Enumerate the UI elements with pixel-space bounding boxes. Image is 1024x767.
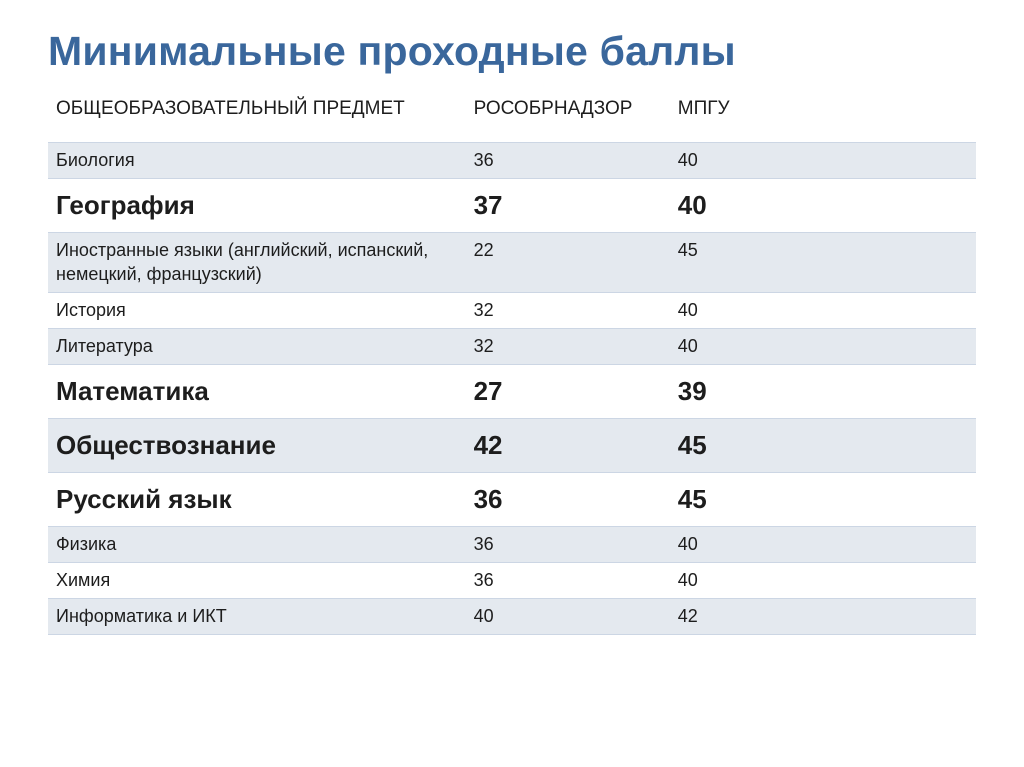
cell-subject: Обществознание xyxy=(48,418,466,472)
cell-subject: Иностранные языки (английский, испанский… xyxy=(48,233,466,292)
cell-mpgu: 42 xyxy=(670,599,976,635)
cell-subject: География xyxy=(48,179,466,233)
table-row: История3240 xyxy=(48,292,976,328)
table-row: Химия3640 xyxy=(48,563,976,599)
cell-rosobr: 36 xyxy=(466,473,670,527)
cell-mpgu: 39 xyxy=(670,364,976,418)
cell-mpgu: 40 xyxy=(670,563,976,599)
cell-mpgu: 45 xyxy=(670,233,976,292)
cell-mpgu: 45 xyxy=(670,418,976,472)
cell-subject: Химия xyxy=(48,563,466,599)
cell-subject: Русский язык xyxy=(48,473,466,527)
cell-rosobr: 40 xyxy=(466,599,670,635)
cell-mpgu: 40 xyxy=(670,328,976,364)
cell-rosobr: 42 xyxy=(466,418,670,472)
cell-rosobr: 32 xyxy=(466,292,670,328)
cell-mpgu: 45 xyxy=(670,473,976,527)
cell-mpgu: 40 xyxy=(670,292,976,328)
cell-subject: История xyxy=(48,292,466,328)
table-row: Физика3640 xyxy=(48,527,976,563)
table-header-row: ОБЩЕОБРАЗОВАТЕЛЬНЫЙ ПРЕДМЕТ РОСОБРНАДЗОР… xyxy=(48,93,976,143)
col-mpgu: МПГУ xyxy=(670,93,976,143)
table-row: Русский язык3645 xyxy=(48,473,976,527)
cell-rosobr: 36 xyxy=(466,563,670,599)
table-row: Обществознание4245 xyxy=(48,418,976,472)
page-title: Минимальные проходные баллы xyxy=(48,28,976,75)
cell-rosobr: 22 xyxy=(466,233,670,292)
table-row: Биология3640 xyxy=(48,143,976,179)
cell-rosobr: 32 xyxy=(466,328,670,364)
cell-rosobr: 36 xyxy=(466,143,670,179)
scores-table: ОБЩЕОБРАЗОВАТЕЛЬНЫЙ ПРЕДМЕТ РОСОБРНАДЗОР… xyxy=(48,93,976,635)
table-row: Математика2739 xyxy=(48,364,976,418)
col-rosobr: РОСОБРНАДЗОР xyxy=(466,93,670,143)
cell-subject: Биология xyxy=(48,143,466,179)
table-row: География3740 xyxy=(48,179,976,233)
cell-rosobr: 36 xyxy=(466,527,670,563)
cell-subject: Информатика и ИКТ xyxy=(48,599,466,635)
cell-rosobr: 27 xyxy=(466,364,670,418)
col-subject: ОБЩЕОБРАЗОВАТЕЛЬНЫЙ ПРЕДМЕТ xyxy=(48,93,466,143)
cell-subject: Литература xyxy=(48,328,466,364)
cell-subject: Математика xyxy=(48,364,466,418)
cell-mpgu: 40 xyxy=(670,527,976,563)
cell-rosobr: 37 xyxy=(466,179,670,233)
table-row: Литература3240 xyxy=(48,328,976,364)
table-row: Иностранные языки (английский, испанский… xyxy=(48,233,976,292)
cell-mpgu: 40 xyxy=(670,143,976,179)
cell-subject: Физика xyxy=(48,527,466,563)
cell-mpgu: 40 xyxy=(670,179,976,233)
table-row: Информатика и ИКТ4042 xyxy=(48,599,976,635)
